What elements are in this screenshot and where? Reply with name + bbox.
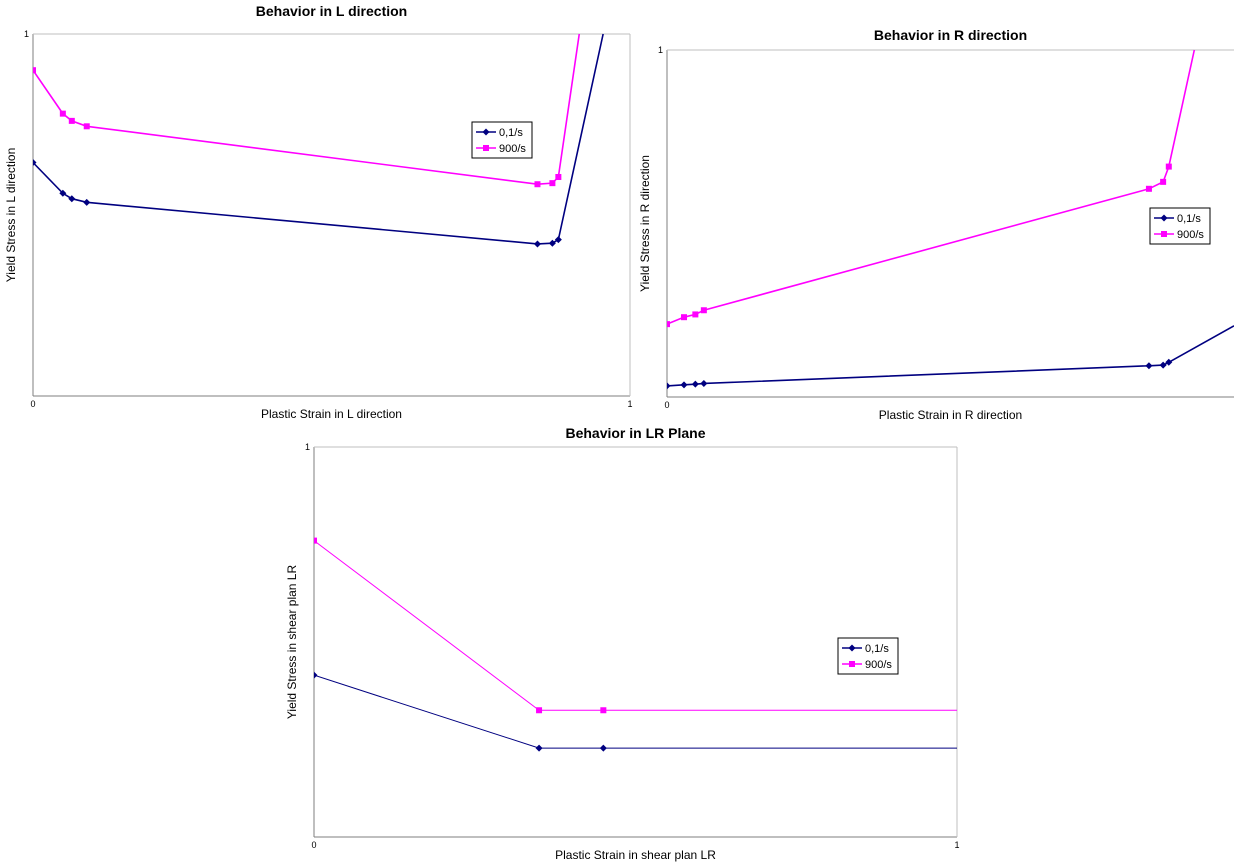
data-point [548, 239, 556, 247]
legend-label: 0,1/s [865, 643, 889, 655]
data-point [681, 314, 688, 321]
chart-title: Behavior in LR Plane [565, 425, 705, 441]
data-point [1160, 178, 1167, 185]
y-axis-label: Yield Stress in shear plan LR [285, 565, 299, 720]
data-point [700, 379, 708, 387]
legend-marker [1160, 214, 1168, 222]
data-point [68, 195, 76, 203]
legend-label: 900/s [499, 143, 526, 155]
data-point [1165, 163, 1172, 170]
data-point [314, 537, 317, 544]
data-point [555, 173, 562, 180]
legend: 0,1/s 900/s [837, 637, 899, 675]
legend-marker [482, 128, 490, 136]
data-point [68, 117, 75, 124]
series-line-2 [314, 540, 957, 711]
legend-label: 0,1/s [499, 127, 523, 139]
x-tick-label: 1 [627, 399, 632, 409]
series-line-1 [314, 674, 957, 749]
y-tick-label: 1 [24, 29, 29, 39]
x-axis-label: Plastic Strain in shear plan LR [555, 848, 716, 862]
x-tick-label: 1 [954, 840, 959, 850]
data-point [549, 180, 556, 187]
data-point [1145, 185, 1152, 192]
data-point [667, 382, 671, 390]
data-point [535, 744, 543, 752]
chart-3: Behavior in LR Plane Plastic Strain in sh… [285, 425, 960, 862]
chart-2: Behavior in R direction Plastic Strain in… [638, 27, 1234, 422]
data-point [533, 240, 541, 248]
x-axis-label: Plastic Strain in R direction [879, 408, 1022, 422]
data-point [83, 123, 90, 130]
legend-label: 0,1/s [1177, 213, 1201, 225]
data-point [59, 189, 67, 197]
data-point [600, 707, 607, 714]
legend-marker [1161, 231, 1167, 237]
data-point [680, 381, 688, 389]
data-point [599, 744, 607, 752]
chart-title: Behavior in L direction [256, 3, 407, 19]
data-point [33, 159, 37, 167]
legend: 0,1/s 900/s [471, 121, 533, 159]
data-point [83, 198, 91, 206]
data-point [691, 380, 699, 388]
data-point [1159, 361, 1167, 369]
series-line-2 [33, 33, 581, 186]
y-axis-label: Yield Stress in L direction [4, 148, 18, 283]
x-tick-label: 0 [30, 399, 35, 409]
data-point [314, 671, 318, 679]
x-axis-label: Plastic Strain in L direction [261, 407, 402, 421]
y-axis-label: Yield Stress in R direction [638, 155, 652, 292]
data-point [59, 110, 66, 117]
data-point [1165, 358, 1173, 366]
chart-1: Behavior in L direction Plastic Strain in… [4, 3, 633, 421]
legend-marker [483, 145, 489, 151]
data-point [536, 707, 543, 714]
data-point [692, 311, 699, 318]
legend-marker [849, 661, 855, 667]
legend-label: 900/s [865, 659, 892, 671]
legend: 0,1/s 900/s [1149, 207, 1211, 245]
data-point [534, 181, 541, 188]
x-tick-label: 0 [311, 840, 316, 850]
x-tick-label: 0 [664, 400, 669, 410]
legend-marker [848, 644, 856, 652]
data-point [33, 67, 36, 74]
legend-box [837, 637, 899, 675]
legend-box [471, 121, 533, 159]
series-line-1 [667, 325, 1234, 387]
y-tick-label: 1 [305, 442, 310, 452]
legend-box [1149, 207, 1211, 245]
series-line-2 [667, 49, 1196, 325]
legend-label: 900/s [1177, 229, 1204, 241]
data-point [667, 321, 670, 328]
chart-title: Behavior in R direction [874, 27, 1027, 43]
data-point [1145, 362, 1153, 370]
data-point [700, 307, 707, 314]
data-point [554, 236, 562, 244]
y-tick-label: 1 [658, 45, 663, 55]
